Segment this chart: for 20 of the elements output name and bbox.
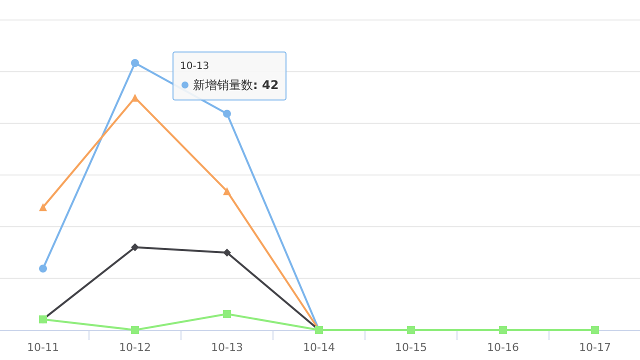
point [223, 187, 231, 196]
point [131, 326, 139, 334]
point [39, 203, 47, 212]
point [131, 59, 139, 67]
point [131, 94, 139, 102]
x-tick-label: 10-11 [27, 341, 59, 354]
x-tick-label: 10-14 [303, 341, 335, 354]
legend-label: 新增销量数 [193, 78, 253, 92]
point [39, 264, 47, 273]
x-tick-label: 10-16 [487, 341, 519, 354]
x-tick-label: 10-13 [211, 341, 243, 354]
x-tick-label: 10-12 [119, 341, 151, 354]
x-tick-label: 10-15 [395, 341, 427, 354]
point [223, 110, 231, 118]
point [223, 248, 231, 257]
point [131, 243, 139, 252]
annotation: : 42 [253, 78, 279, 92]
point [223, 310, 231, 318]
x-tick-label: 10-17 [579, 341, 611, 354]
annotation: 10-13 [180, 61, 210, 72]
